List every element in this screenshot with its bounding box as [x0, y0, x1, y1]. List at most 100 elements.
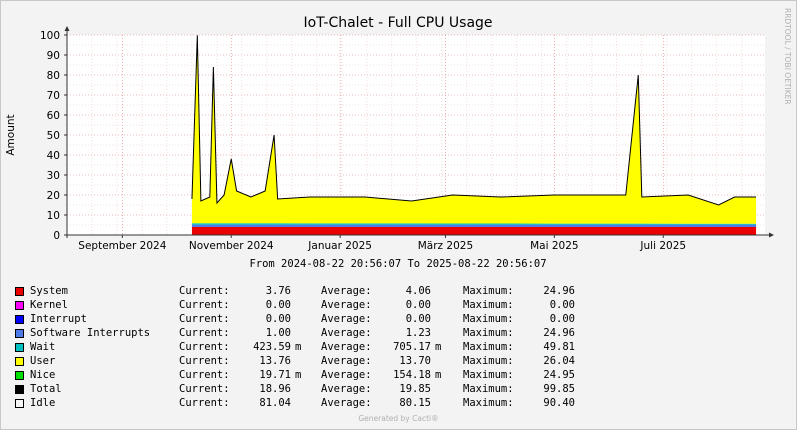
y-tick-label: 20 — [47, 190, 60, 202]
tick-labels: 0 10 20 30 40 50 60 70 80 90 100 September 2024 Nove… — [40, 30, 686, 252]
current-value: 19.71 — [259, 369, 291, 381]
legend-swatch — [15, 287, 24, 296]
x-tick-label: Juli 2025 — [639, 240, 686, 252]
average-label: Average: — [321, 355, 372, 367]
current-label: Current: — [179, 313, 230, 325]
area-user — [191, 35, 757, 224]
current-value: 423.59 — [253, 341, 291, 353]
maximum-value: 49.81 — [543, 341, 575, 353]
maximum-label: Maximum: — [463, 285, 514, 297]
current-label: Current: — [179, 383, 230, 395]
average-value: 13.70 — [399, 355, 431, 367]
average-value: 154.18 — [393, 369, 431, 381]
average-label: Average: — [321, 369, 372, 381]
current-value: 0.00 — [265, 299, 291, 311]
y-tick-label: 40 — [47, 150, 60, 162]
legend-series-name: System — [30, 285, 68, 297]
average-label: Average: — [321, 313, 372, 325]
y-tick-label: 80 — [47, 70, 60, 82]
average-value: 0.00 — [405, 313, 431, 325]
y-tick-label: 30 — [47, 170, 60, 182]
maximum-value: 24.95 — [543, 369, 575, 381]
date-range-text: From 2024-08-22 20:56:07 To 2025-08-22 2… — [249, 258, 546, 270]
average-value: 0.00 — [405, 299, 431, 311]
maximum-label: Maximum: — [463, 369, 514, 381]
average-value: 4.06 — [405, 285, 431, 297]
current-value: 18.96 — [259, 383, 291, 395]
x-tick-label: Januar 2025 — [307, 240, 372, 252]
legend-swatch — [15, 315, 24, 324]
average-value: 705.17 — [393, 341, 431, 353]
maximum-label: Maximum: — [463, 383, 514, 395]
legend-series-name: Total — [30, 383, 62, 395]
current-unit: m — [295, 369, 302, 381]
generated-by-footer: Generated by Cacti® — [358, 414, 439, 423]
x-tick-label: März 2025 — [418, 240, 473, 252]
average-value: 1.23 — [405, 327, 431, 339]
legend-row: Idle Current: 81.04 Average: 80.15 Maximum: 90… — [15, 396, 615, 410]
legend-series-name: Interrupt — [30, 313, 87, 325]
maximum-value: 24.96 — [543, 285, 575, 297]
legend-row: System Current: 3.76 Average: 4.06 Maximum: 24… — [15, 284, 615, 298]
x-tick-label: Mai 2025 — [530, 240, 578, 252]
legend-row: Software Interrupts Current: 1.00 Average: 1… — [15, 326, 615, 340]
current-value: 0.00 — [265, 313, 291, 325]
maximum-value: 26.04 — [543, 355, 575, 367]
maximum-label: Maximum: — [463, 299, 514, 311]
current-value: 81.04 — [259, 397, 291, 409]
current-label: Current: — [179, 299, 230, 311]
average-label: Average: — [321, 383, 372, 395]
legend-row: Kernel Current: 0.00 Average: 0.00 Maximum: 0.… — [15, 298, 615, 312]
legend-swatch — [15, 385, 24, 394]
x-axis-arrow — [769, 232, 774, 238]
y-tick-label: 0 — [53, 230, 60, 242]
maximum-value: 99.85 — [543, 383, 575, 395]
average-label: Average: — [321, 299, 372, 311]
maximum-value: 90.40 — [543, 397, 575, 409]
current-label: Current: — [179, 285, 230, 297]
area-system — [191, 227, 757, 235]
axes — [64, 26, 774, 238]
legend-series-name: Idle — [30, 397, 56, 409]
y-tick-label: 10 — [47, 210, 60, 222]
legend: System Current: 3.76 Average: 4.06 Maximum: 24… — [15, 284, 615, 410]
line-total — [191, 35, 757, 206]
legend-series-name: Nice — [30, 369, 56, 381]
series-areas — [191, 35, 757, 235]
average-label: Average: — [321, 341, 372, 353]
grid-lines — [67, 34, 765, 235]
legend-series-name: Wait — [30, 341, 56, 353]
legend-swatch — [15, 301, 24, 310]
legend-series-name: User — [30, 355, 56, 367]
legend-swatch — [15, 371, 24, 380]
legend-swatch — [15, 343, 24, 352]
legend-row: Total Current: 18.96 Average: 19.85 Maximum: 9… — [15, 382, 615, 396]
legend-series-name: Kernel — [30, 299, 68, 311]
average-label: Average: — [321, 327, 372, 339]
average-value: 19.85 — [399, 383, 431, 395]
y-tick-label: 70 — [47, 90, 60, 102]
current-label: Current: — [179, 369, 230, 381]
maximum-value: 24.96 — [543, 327, 575, 339]
maximum-label: Maximum: — [463, 313, 514, 325]
legend-swatch — [15, 399, 24, 408]
legend-row: Interrupt Current: 0.00 Average: 0.00 Maximum… — [15, 312, 615, 326]
area-software-interrupts — [191, 224, 757, 227]
average-value: 80.15 — [399, 397, 431, 409]
maximum-value: 0.00 — [549, 299, 575, 311]
legend-row: Wait Current: 423.59 m Average: 705.17 m Maximu… — [15, 340, 615, 354]
current-value: 3.76 — [265, 285, 291, 297]
rrdtool-watermark: RRDTOOL / TOBI OETIKER — [783, 8, 792, 105]
current-value: 1.00 — [265, 327, 291, 339]
legend-swatch — [15, 329, 24, 338]
maximum-label: Maximum: — [463, 341, 514, 353]
maximum-label: Maximum: — [463, 355, 514, 367]
current-label: Current: — [179, 355, 230, 367]
x-tick-label: November 2024 — [189, 240, 274, 252]
y-tick-label: 60 — [47, 110, 60, 122]
current-value: 13.76 — [259, 355, 291, 367]
y-tick-label: 50 — [47, 130, 60, 142]
y-axis-arrow — [64, 26, 70, 31]
average-label: Average: — [321, 397, 372, 409]
current-label: Current: — [179, 341, 230, 353]
